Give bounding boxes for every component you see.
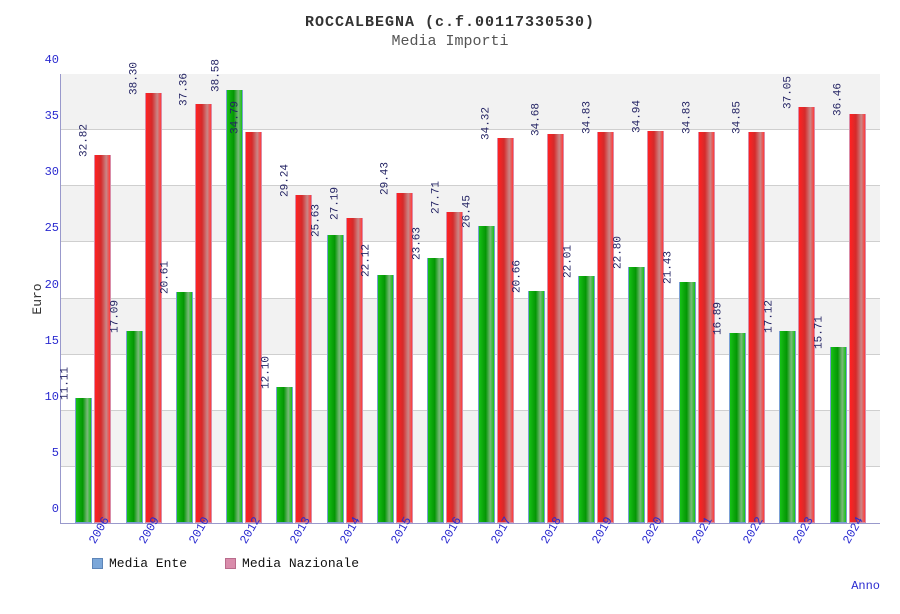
bar-value-ente-2019: 22.01: [562, 245, 574, 278]
bar-value-nazionale-2012: 34.79: [229, 101, 241, 134]
y-tick-20: 20: [33, 278, 59, 292]
bar-value-ente-2009: 17.09: [110, 300, 122, 333]
bar-media-ente-2023[interactable]: 17.12: [779, 331, 796, 523]
bar-media-nazionale-2013[interactable]: 29.24: [295, 195, 312, 523]
bar-media-nazionale-2009[interactable]: 38.30: [145, 93, 162, 523]
legend-item-nazionale[interactable]: Media Nazionale: [225, 556, 359, 571]
bar-value-nazionale-2010: 37.36: [179, 73, 191, 106]
bar-media-ente-2022[interactable]: 16.89: [729, 333, 746, 523]
bar-media-nazionale-2006[interactable]: 32.82: [94, 155, 111, 523]
bar-media-ente-2019[interactable]: 22.01: [578, 276, 595, 523]
chart-title: ROCCALBEGNA (c.f.00117330530): [0, 14, 900, 31]
bar-media-ente-2012[interactable]: 38.58: [226, 90, 243, 523]
year-group-2009: 17.09 38.30: [122, 74, 166, 523]
bar-value-nazionale-2018: 34.68: [531, 103, 543, 136]
year-group-2015: 22.12 29.43: [373, 74, 417, 523]
bar-value-nazionale-2006: 32.82: [78, 124, 90, 157]
legend-item-ente[interactable]: Media Ente: [92, 556, 187, 571]
bar-media-nazionale-2019[interactable]: 34.83: [597, 132, 614, 523]
bar-media-nazionale-2010[interactable]: 37.36: [195, 104, 212, 523]
y-tick-25: 25: [33, 221, 59, 235]
y-tick-35: 35: [33, 109, 59, 123]
y-tick-30: 30: [33, 165, 59, 179]
legend-label-nazionale: Media Nazionale: [242, 556, 359, 571]
bar-media-ente-2009[interactable]: 17.09: [126, 331, 143, 523]
bar-media-nazionale-2012[interactable]: 34.79: [245, 132, 262, 523]
y-tick-15: 15: [33, 334, 59, 348]
bar-value-nazionale-2014: 27.19: [330, 187, 342, 220]
bar-value-nazionale-2020: 34.94: [631, 100, 643, 133]
y-tick-5: 5: [33, 446, 59, 460]
bar-media-nazionale-2017[interactable]: 34.32: [497, 138, 514, 523]
bar-value-nazionale-2023: 37.05: [782, 76, 794, 109]
x-axis-title: Anno: [851, 579, 880, 593]
chart-legend: Media Ente Media Nazionale: [92, 556, 359, 571]
bar-media-nazionale-2015[interactable]: 29.43: [396, 193, 413, 523]
bar-value-ente-2014: 25.63: [311, 204, 323, 237]
bar-value-ente-2012: 38.58: [210, 59, 222, 92]
bar-media-nazionale-2018[interactable]: 34.68: [547, 134, 564, 523]
bar-value-nazionale-2024: 36.46: [832, 83, 844, 116]
bar-media-ente-2018[interactable]: 20.66: [528, 291, 545, 523]
bar-value-ente-2024: 15.71: [813, 316, 825, 349]
year-group-2016: 23.63 27.71: [423, 74, 467, 523]
bar-value-nazionale-2017: 34.32: [481, 107, 493, 140]
chart-subtitle: Media Importi: [0, 33, 900, 50]
bar-value-ente-2016: 23.63: [411, 227, 423, 260]
y-tick-40: 40: [33, 53, 59, 67]
bar-value-ente-2006: 11.11: [59, 367, 71, 400]
year-group-2023: 17.12 37.05: [775, 74, 819, 523]
year-group-2020: 22.80 34.94: [624, 74, 668, 523]
bar-media-ente-2013[interactable]: 12.10: [276, 387, 293, 523]
year-group-2017: 26.45 34.32: [474, 74, 518, 523]
bar-value-ente-2021: 21.43: [663, 251, 675, 284]
bar-value-ente-2010: 20.61: [160, 261, 172, 294]
year-group-2012: 38.58 34.79: [222, 74, 266, 523]
y-tick-0: 0: [33, 502, 59, 516]
year-group-2006: 11.11 32.82: [71, 74, 115, 523]
bar-media-nazionale-2024[interactable]: 36.46: [849, 114, 866, 523]
bar-value-ente-2017: 26.45: [462, 195, 474, 228]
bar-value-nazionale-2021: 34.83: [682, 101, 694, 134]
bar-media-ente-2006[interactable]: 11.11: [75, 398, 92, 523]
year-group-2019: 22.01 34.83: [574, 74, 618, 523]
year-group-2010: 20.61 37.36: [172, 74, 216, 523]
bar-media-ente-2017[interactable]: 26.45: [478, 226, 495, 523]
bar-media-nazionale-2016[interactable]: 27.71: [446, 212, 463, 523]
bar-value-ente-2022: 16.89: [713, 302, 725, 335]
bar-value-nazionale-2009: 38.30: [129, 62, 141, 95]
year-group-2022: 16.89 34.85: [725, 74, 769, 523]
bar-value-ente-2018: 20.66: [512, 260, 524, 293]
legend-swatch-nazionale: [225, 558, 236, 569]
bar-value-ente-2023: 17.12: [763, 300, 775, 333]
bar-media-ente-2021[interactable]: 21.43: [679, 282, 696, 523]
year-group-2021: 21.43 34.83: [675, 74, 719, 523]
bar-value-nazionale-2019: 34.83: [581, 101, 593, 134]
bar-media-ente-2020[interactable]: 22.80: [628, 267, 645, 523]
bar-value-ente-2013: 12.10: [260, 356, 272, 389]
bar-value-nazionale-2022: 34.85: [732, 101, 744, 134]
bar-media-ente-2014[interactable]: 25.63: [327, 235, 344, 523]
legend-label-ente: Media Ente: [109, 556, 187, 571]
bar-media-ente-2015[interactable]: 22.12: [377, 275, 394, 523]
bar-media-ente-2016[interactable]: 23.63: [427, 258, 444, 523]
bar-media-nazionale-2022[interactable]: 34.85: [748, 132, 765, 523]
bar-media-nazionale-2020[interactable]: 34.94: [647, 131, 664, 523]
bar-value-ente-2020: 22.80: [612, 236, 624, 269]
bar-media-ente-2010[interactable]: 20.61: [176, 292, 193, 523]
year-group-2024: 15.71 36.46: [826, 74, 870, 523]
bar-value-ente-2015: 22.12: [361, 244, 373, 277]
bars-row: 11.11 32.82 17.09 38.30 20.61 37.36 38.58 34.79…: [61, 74, 880, 523]
y-tick-10: 10: [33, 390, 59, 404]
plot-area: 0 5 10 15 20 25 30 35 40 11.11 32.82 17.09…: [60, 74, 880, 524]
year-group-2014: 25.63 27.19: [323, 74, 367, 523]
chart-plot-area: Euro 0 5 10 15 20 25 30 35 40 11.11 32.82…: [60, 74, 880, 524]
legend-swatch-ente: [92, 558, 103, 569]
bar-value-nazionale-2015: 29.43: [380, 162, 392, 195]
year-group-2013: 12.10 29.24: [272, 74, 316, 523]
bar-value-nazionale-2016: 27.71: [430, 181, 442, 214]
bar-value-nazionale-2013: 29.24: [279, 164, 291, 197]
year-group-2018: 20.66 34.68: [524, 74, 568, 523]
bar-media-ente-2024[interactable]: 15.71: [830, 347, 847, 523]
